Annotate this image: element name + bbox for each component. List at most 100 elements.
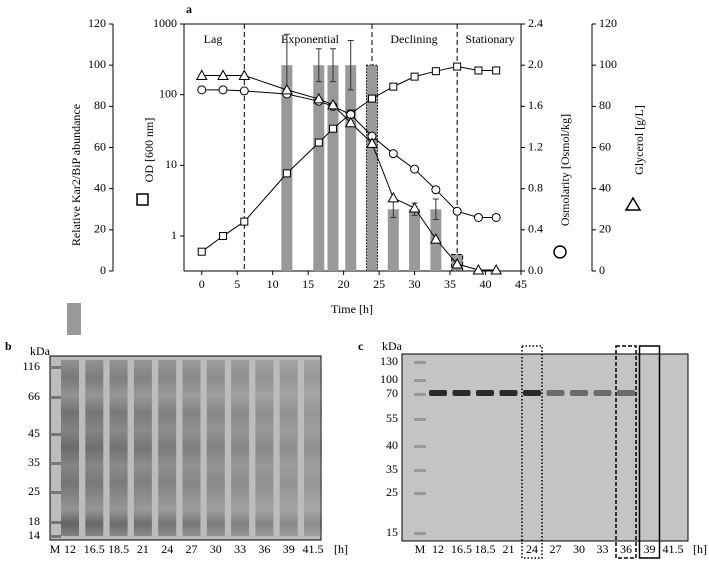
marker-band (49, 433, 61, 436)
kda-tick-label: 14 (28, 528, 40, 542)
marker (282, 169, 291, 178)
marker-band (414, 393, 426, 396)
y-tick-label: 1.2 (528, 139, 543, 153)
x-tick-label: 0 (199, 277, 205, 291)
lane-label: 16.5 (84, 542, 105, 556)
marker (451, 257, 463, 269)
y-tick-label: 2.0 (528, 57, 543, 71)
kda-tick-label: 15 (386, 525, 398, 539)
bar (366, 64, 379, 272)
lane-label: 41.5 (663, 542, 684, 556)
marker (197, 247, 206, 256)
y-tick-label: 120 (599, 16, 617, 30)
x-tick-label: 20 (338, 277, 350, 291)
x-tick-label: 5 (234, 277, 240, 291)
bar (281, 65, 293, 272)
marker (368, 94, 377, 103)
marker (240, 217, 249, 226)
lane (231, 360, 250, 536)
legend-marker (136, 193, 149, 206)
lane-label: 27 (550, 542, 562, 556)
lane-label: 33 (597, 542, 609, 556)
marker (388, 149, 398, 159)
legend-marker (624, 196, 642, 211)
y-tick-label: 60 (599, 139, 611, 153)
lane-label: 24 (526, 542, 538, 556)
axis-label: Glycerol [g/L] (632, 105, 646, 175)
marker (197, 85, 207, 95)
x-tick-label: 45 (515, 277, 527, 291)
y-tick-label: 0.4 (528, 222, 543, 236)
bar (313, 65, 325, 272)
lane-label: 39 (644, 542, 656, 556)
marker (492, 66, 501, 75)
lane-label: 21 (137, 542, 149, 556)
lane-label: 18.5 (108, 542, 129, 556)
y-tick-label: 100 (88, 57, 106, 71)
marker (328, 124, 337, 133)
error-bar (315, 48, 322, 83)
marker-band (414, 418, 426, 421)
marker (238, 69, 251, 80)
marker (474, 66, 483, 75)
marker (472, 263, 485, 275)
y-tick-label: 0 (100, 263, 106, 277)
marker-band (49, 366, 61, 369)
lane-label: 18.5 (475, 542, 496, 556)
marker (473, 212, 483, 222)
marker-band (49, 462, 61, 465)
unit-label: [h] (334, 542, 348, 556)
x-tick-label: 35 (444, 277, 456, 291)
band (499, 390, 518, 396)
marker (344, 116, 357, 128)
marker (387, 191, 400, 203)
error-bar (432, 198, 439, 221)
lane-label: M (415, 542, 426, 556)
marker (408, 201, 421, 213)
kda-tick-label: 35 (28, 455, 40, 469)
bar (387, 209, 399, 271)
lane (133, 360, 152, 536)
lane-label: 30 (210, 542, 222, 556)
y-tick-label: 0.8 (528, 180, 543, 194)
marker (366, 137, 378, 148)
x-tick-label: 30 (409, 277, 421, 291)
lane-label: M (50, 542, 61, 556)
marker (431, 185, 441, 195)
y-tick-label: 1.6 (528, 98, 543, 112)
marker-band (414, 445, 426, 448)
marker-band (414, 492, 426, 495)
panel-label: b (5, 339, 12, 353)
marker (491, 212, 501, 222)
lane-label: 30 (573, 542, 585, 556)
legend-marker (553, 245, 567, 259)
marker (410, 72, 419, 81)
y-tick-label: 0 (599, 263, 605, 277)
marker (217, 69, 229, 80)
band (570, 390, 588, 396)
y-tick-label: 20 (599, 222, 611, 236)
lane-label: 33 (234, 542, 246, 556)
lane-label: 41.5 (303, 542, 324, 556)
y-tick-label: 20 (94, 222, 106, 236)
kda-label: kDa (382, 339, 403, 353)
marker (281, 83, 293, 95)
marker-band (414, 379, 426, 382)
x-tick-label: 15 (302, 277, 314, 291)
kda-tick-label: 25 (386, 485, 398, 499)
band (546, 390, 565, 396)
kda-tick-label: 66 (28, 389, 40, 403)
phase-label: Stationary (465, 32, 514, 46)
lane (85, 360, 104, 536)
marker-band (49, 535, 61, 538)
band (617, 390, 635, 396)
lane (206, 360, 225, 536)
kda-tick-label: 18 (28, 514, 40, 528)
bar (327, 65, 339, 272)
y-tick-label: 120 (88, 16, 106, 30)
gel (401, 353, 689, 542)
y-tick-label: 1 (171, 228, 177, 242)
lane (158, 360, 177, 536)
marker (218, 85, 228, 95)
